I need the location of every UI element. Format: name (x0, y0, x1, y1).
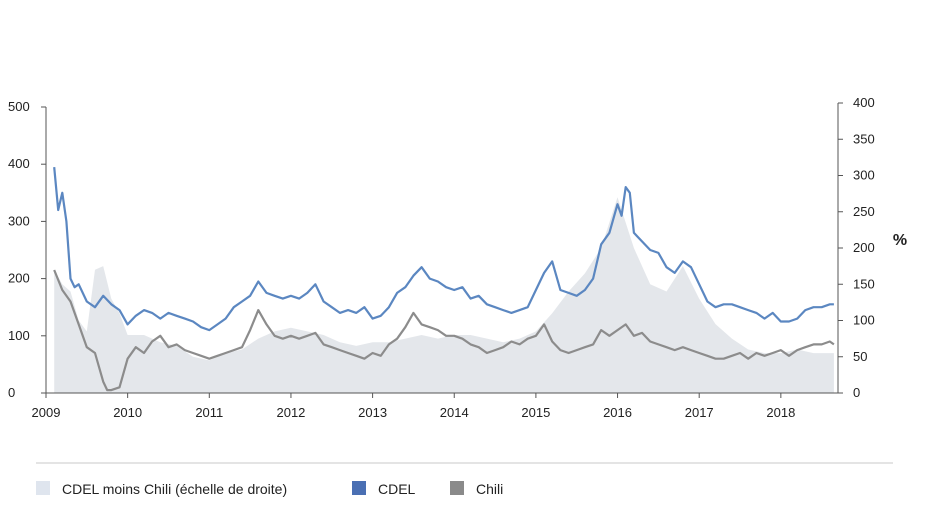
x-tick-label-2018: 2018 (766, 405, 795, 420)
y-right-ticks: 0 50 100 150 200 250 300 350 400 (838, 95, 875, 400)
legend-swatch-cdel (352, 481, 366, 495)
x-tick-label-2014: 2014 (440, 405, 469, 420)
y-right-tick-label-150: 150 (853, 276, 875, 291)
legend-item-chili: Chili (450, 481, 503, 497)
y-left-ticks: 0 100 200 300 400 500 (8, 99, 46, 400)
y-right-tick-label-300: 300 (853, 168, 875, 183)
y-right-tick-label-50: 50 (853, 349, 867, 364)
x-ticks: 2009 2010 2011 2012 2013 2014 2015 2016 2017 2018 (32, 393, 795, 420)
legend-label-cdel-moins-chili: CDEL moins Chili (échelle de droite) (62, 481, 287, 497)
y-left-tick-label-200: 200 (8, 271, 30, 286)
legend-swatch-chili (450, 481, 464, 495)
x-tick-label-2009: 2009 (32, 405, 61, 420)
y-left-tick-label-500: 500 (8, 99, 30, 114)
y-right-tick-label-250: 250 (853, 204, 875, 219)
plot-area: 2009 2010 2011 2012 2013 2014 2015 2016 2017 2018… (8, 95, 907, 420)
legend-item-cdel: CDEL (352, 481, 416, 497)
x-tick-label-2017: 2017 (685, 405, 714, 420)
series-area-cdel-moins-chili-chelle-de-droite (54, 197, 834, 393)
legend-swatch-cdel-moins-chili (36, 481, 50, 495)
x-tick-label-2010: 2010 (113, 405, 142, 420)
x-tick-label-2013: 2013 (358, 405, 387, 420)
x-tick-label-2015: 2015 (521, 405, 550, 420)
series-line-chili (53, 269, 835, 392)
series-line-cdel (53, 166, 834, 332)
y-left-tick-label-400: 400 (8, 156, 30, 171)
y-left-tick-label-0: 0 (8, 385, 15, 400)
x-tick-label-2016: 2016 (603, 405, 632, 420)
legend-label-chili: Chili (476, 481, 503, 497)
legend-item-cdel-moins-chili: CDEL moins Chili (échelle de droite) (36, 481, 287, 497)
y-right-tick-label-400: 400 (853, 95, 875, 110)
x-tick-label-2011: 2011 (195, 405, 223, 420)
y-right-tick-label-0: 0 (853, 385, 860, 400)
y-right-tick-label-350: 350 (853, 131, 875, 146)
legend-label-cdel: CDEL (378, 481, 416, 497)
series-layer (53, 166, 835, 393)
y-left-tick-label-100: 100 (8, 328, 30, 343)
right-axis-unit-label: % (893, 232, 907, 249)
y-right-tick-label-100: 100 (853, 313, 875, 328)
y-right-tick-label-200: 200 (853, 240, 875, 255)
legend: CDEL moins Chili (échelle de droite) CDE… (36, 481, 503, 497)
x-tick-label-2012: 2012 (276, 405, 305, 420)
y-left-tick-label-300: 300 (8, 213, 30, 228)
